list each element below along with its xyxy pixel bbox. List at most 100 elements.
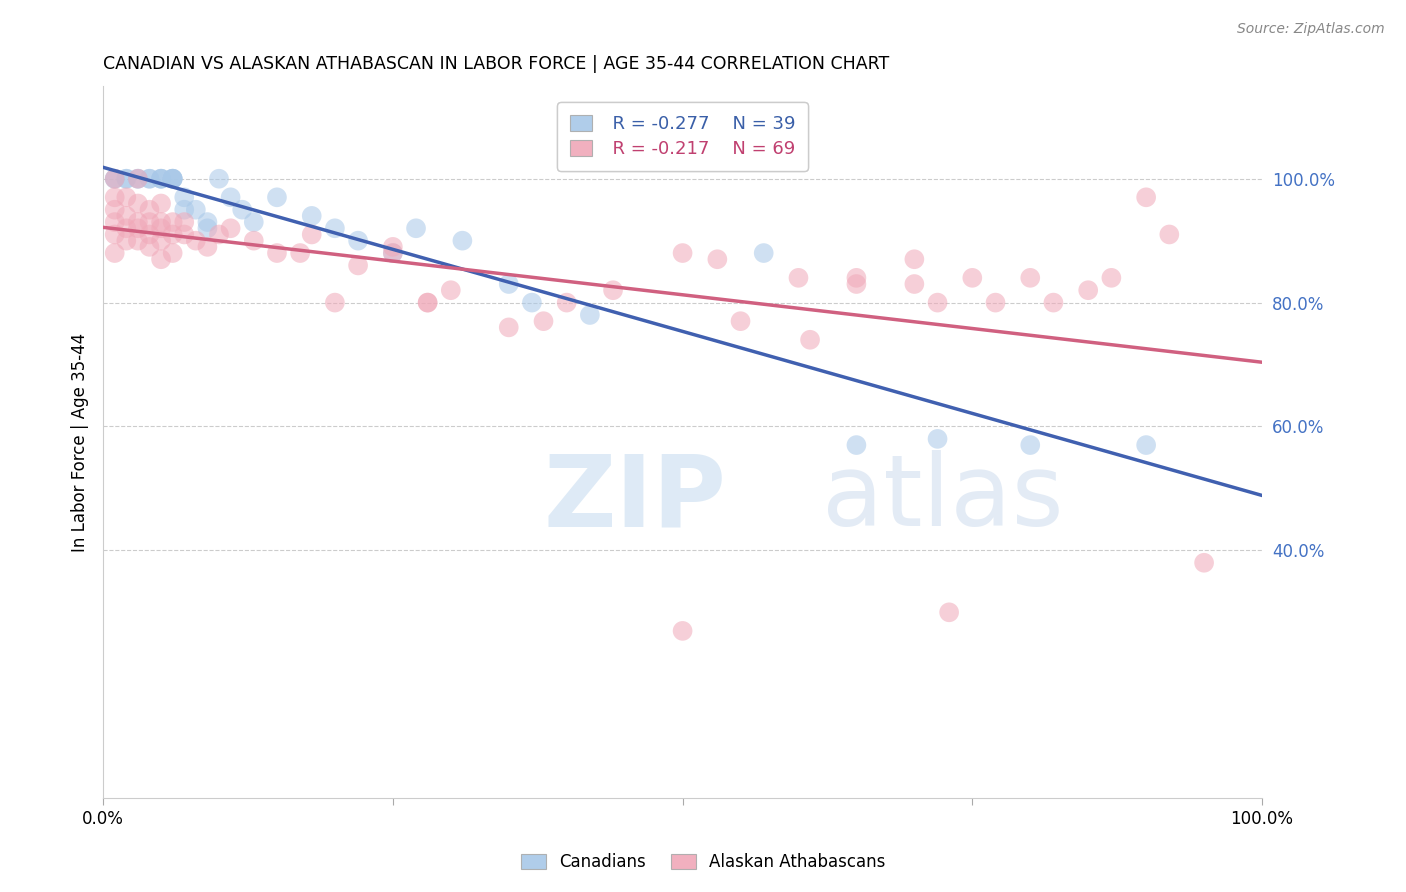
Point	[440, 283, 463, 297]
Point	[104, 171, 127, 186]
Point	[150, 215, 173, 229]
Point	[498, 320, 520, 334]
Point	[602, 283, 624, 297]
Point	[752, 246, 775, 260]
Point	[208, 227, 231, 242]
Y-axis label: In Labor Force | Age 35-44: In Labor Force | Age 35-44	[72, 333, 89, 551]
Point	[115, 209, 138, 223]
Point	[381, 240, 404, 254]
Point	[150, 196, 173, 211]
Point	[231, 202, 253, 217]
Point	[173, 227, 195, 242]
Point	[115, 190, 138, 204]
Point	[1192, 556, 1215, 570]
Point	[197, 215, 219, 229]
Point	[104, 171, 127, 186]
Point	[104, 215, 127, 229]
Point	[219, 190, 242, 204]
Point	[173, 202, 195, 217]
Point	[1019, 270, 1042, 285]
Point	[138, 171, 160, 186]
Point	[381, 246, 404, 260]
Point	[1159, 227, 1181, 242]
Point	[799, 333, 821, 347]
Point	[938, 605, 960, 619]
Point	[115, 171, 138, 186]
Point	[416, 295, 439, 310]
Point	[197, 221, 219, 235]
Point	[162, 227, 184, 242]
Point	[416, 295, 439, 310]
Point	[555, 295, 578, 310]
Point	[845, 277, 868, 291]
Point	[347, 259, 370, 273]
Point	[1042, 295, 1064, 310]
Point	[288, 246, 311, 260]
Point	[405, 221, 427, 235]
Point	[266, 190, 288, 204]
Point	[150, 234, 173, 248]
Point	[347, 234, 370, 248]
Point	[127, 196, 149, 211]
Text: Source: ZipAtlas.com: Source: ZipAtlas.com	[1237, 22, 1385, 37]
Point	[323, 221, 346, 235]
Point	[150, 221, 173, 235]
Point	[115, 171, 138, 186]
Point	[127, 171, 149, 186]
Text: ZIP: ZIP	[544, 450, 727, 548]
Point	[162, 171, 184, 186]
Point	[173, 215, 195, 229]
Point	[579, 308, 602, 322]
Point	[138, 227, 160, 242]
Point	[150, 252, 173, 267]
Point	[243, 215, 266, 229]
Legend: Canadians, Alaskan Athabascans: Canadians, Alaskan Athabascans	[512, 845, 894, 880]
Point	[127, 215, 149, 229]
Point	[323, 295, 346, 310]
Point	[208, 171, 231, 186]
Point	[451, 234, 474, 248]
Point	[730, 314, 752, 328]
Point	[184, 202, 207, 217]
Point	[104, 227, 127, 242]
Point	[301, 209, 323, 223]
Point	[104, 190, 127, 204]
Point	[845, 438, 868, 452]
Point	[173, 190, 195, 204]
Point	[706, 252, 728, 267]
Point	[1077, 283, 1099, 297]
Point	[984, 295, 1007, 310]
Point	[150, 171, 173, 186]
Point	[162, 215, 184, 229]
Point	[150, 171, 173, 186]
Point	[115, 221, 138, 235]
Point	[520, 295, 543, 310]
Point	[301, 227, 323, 242]
Point	[127, 234, 149, 248]
Legend:   R = -0.277    N = 39,   R = -0.217    N = 69: R = -0.277 N = 39, R = -0.217 N = 69	[557, 102, 808, 171]
Point	[671, 624, 693, 638]
Point	[1135, 438, 1157, 452]
Point	[127, 221, 149, 235]
Point	[162, 171, 184, 186]
Point	[962, 270, 984, 285]
Point	[1099, 270, 1122, 285]
Point	[845, 270, 868, 285]
Text: atlas: atlas	[821, 450, 1063, 548]
Point	[138, 240, 160, 254]
Point	[903, 277, 925, 291]
Point	[498, 277, 520, 291]
Point	[243, 234, 266, 248]
Point	[138, 171, 160, 186]
Point	[219, 221, 242, 235]
Point	[150, 171, 173, 186]
Point	[127, 171, 149, 186]
Point	[104, 171, 127, 186]
Point	[266, 246, 288, 260]
Point	[1135, 190, 1157, 204]
Point	[104, 202, 127, 217]
Point	[671, 246, 693, 260]
Point	[104, 246, 127, 260]
Point	[927, 432, 949, 446]
Point	[138, 202, 160, 217]
